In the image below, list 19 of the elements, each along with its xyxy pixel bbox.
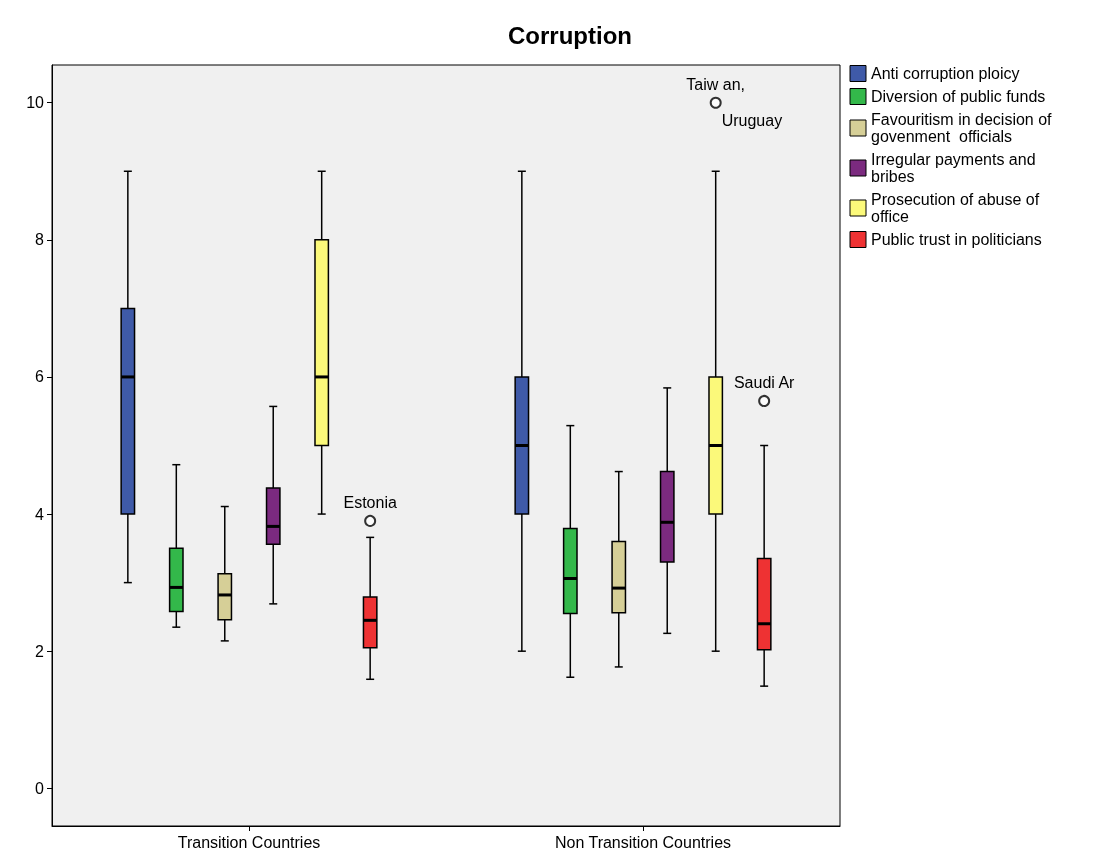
y-tick-label: 4 bbox=[35, 505, 45, 523]
annotation: Uruguay bbox=[721, 112, 783, 130]
y-tick-label: 2 bbox=[35, 642, 45, 660]
annotation: Saudi Ar bbox=[733, 374, 796, 392]
y-tick-label: 6 bbox=[35, 368, 45, 386]
legend-label: Favouritism in decision of govenment officials bbox=[871, 111, 1056, 145]
legend-label: Diversion of public funds bbox=[871, 88, 1046, 105]
legend-label: Prosecution of abuse of office bbox=[871, 191, 1044, 225]
annotation: Taiw an, bbox=[686, 76, 746, 94]
x-tick-label: Transition Countries bbox=[177, 833, 321, 851]
x-tick-label: Non Transition Countries bbox=[554, 833, 732, 851]
chart-title: Corruption bbox=[508, 21, 632, 49]
legend-label: Anti corruption ploicy bbox=[871, 65, 1020, 82]
y-tick-label: 8 bbox=[35, 231, 45, 249]
annotation: Estonia bbox=[343, 494, 397, 512]
y-tick-label: 0 bbox=[35, 779, 45, 797]
y-tick-label: 10 bbox=[26, 94, 45, 112]
legend-label: Irregular payments and bribes bbox=[871, 151, 1040, 185]
legend-label: Public trust in politicians bbox=[871, 231, 1042, 248]
